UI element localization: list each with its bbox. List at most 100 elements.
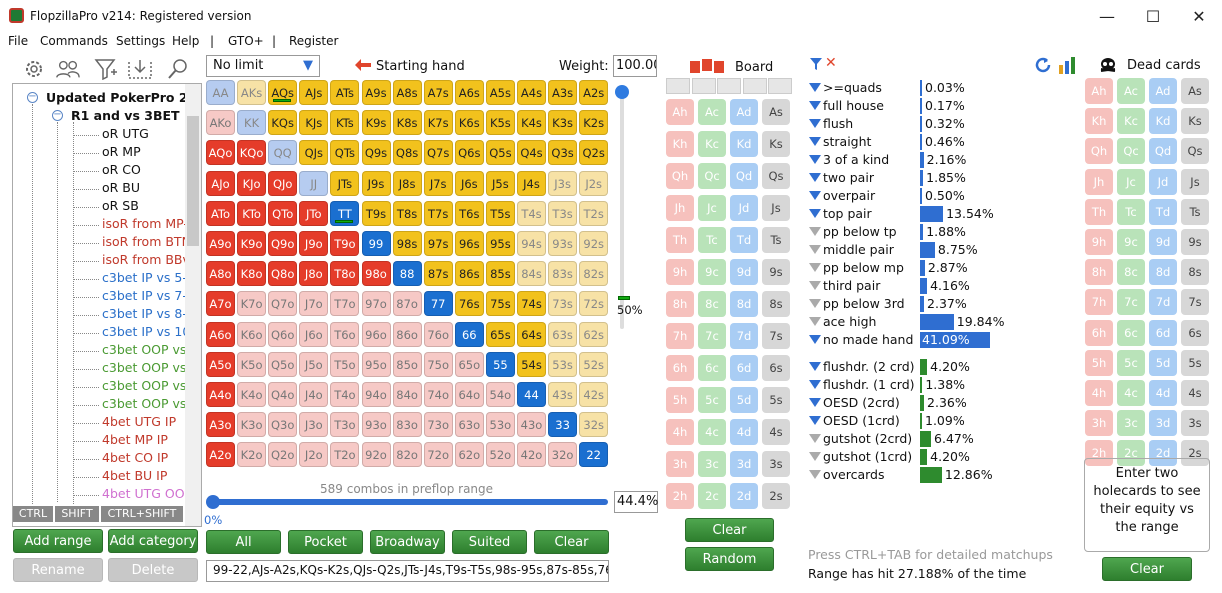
dead-card[interactable]: As: [1181, 78, 1209, 104]
filter-icon[interactable]: [809, 227, 821, 236]
hand-cell[interactable]: TT: [330, 200, 360, 226]
maximize-button[interactable]: ☐: [1145, 7, 1161, 26]
board-card[interactable]: Qd: [730, 163, 758, 189]
filter-icon[interactable]: [809, 173, 821, 182]
hand-cell[interactable]: 54o: [485, 382, 515, 407]
stat-row[interactable]: no made hand 41.09%: [807, 331, 1075, 349]
dead-card[interactable]: 2c: [1117, 440, 1145, 467]
hand-cell[interactable]: K2o: [237, 442, 267, 468]
hand-cell[interactable]: 87s: [423, 261, 453, 287]
hand-cell[interactable]: K8o: [237, 261, 267, 287]
hand-cell[interactable]: QJs: [299, 140, 329, 166]
hand-cell[interactable]: KQs: [268, 110, 298, 136]
weight-slider[interactable]: [615, 85, 629, 345]
board-card[interactable]: 6h: [666, 355, 694, 381]
board-card[interactable]: 7d: [730, 323, 758, 349]
stat-row[interactable]: flushdr. (1 crd) 1.38%: [807, 376, 1075, 394]
board-card[interactable]: Th: [666, 227, 694, 253]
hand-cell[interactable]: A9s: [361, 80, 391, 105]
dead-card[interactable]: 5h: [1085, 349, 1113, 376]
limit-select[interactable]: No limit ▼: [206, 55, 320, 77]
hand-cell[interactable]: T8s: [392, 200, 422, 226]
bar-chart-icon[interactable]: [1058, 56, 1076, 74]
hand-cell[interactable]: Q4o: [268, 382, 298, 407]
filter-icon[interactable]: [809, 470, 821, 479]
board-card[interactable]: 8s: [762, 291, 790, 317]
dead-card[interactable]: 5s: [1181, 349, 1209, 376]
dead-card[interactable]: 2s: [1181, 440, 1209, 467]
hand-cell[interactable]: J7s: [423, 170, 453, 196]
hand-cell[interactable]: A3o: [206, 412, 235, 438]
hand-cell[interactable]: Q8s: [392, 140, 422, 166]
board-slot[interactable]: [691, 78, 716, 94]
dead-card[interactable]: 4d: [1149, 380, 1177, 406]
hand-cell[interactable]: 62o: [454, 442, 484, 468]
hand-cell[interactable]: K2s: [579, 110, 609, 136]
hand-cell[interactable]: KTs: [330, 110, 360, 136]
hand-grid[interactable]: AA AKs AQs AJs ATs A9s A8s A7s A6s A5s A4s A3s A2s AK…: [206, 80, 611, 484]
range-percent-slider[interactable]: [206, 495, 610, 509]
refresh-icon[interactable]: [1034, 56, 1052, 74]
collapse-icon[interactable]: −: [27, 91, 38, 103]
stat-row[interactable]: >=quads 0.03%: [807, 79, 1075, 97]
dead-card[interactable]: 4h: [1085, 380, 1113, 406]
hand-cell[interactable]: K4o: [237, 382, 267, 407]
hand-cell[interactable]: 93s: [548, 231, 578, 256]
dead-card[interactable]: Jd: [1149, 168, 1177, 195]
dead-card[interactable]: 5c: [1117, 349, 1145, 376]
hand-cell[interactable]: AQs: [268, 80, 298, 105]
hand-cell[interactable]: Q3s: [548, 140, 578, 166]
hand-cell[interactable]: K6o: [237, 321, 267, 347]
stat-row[interactable]: 3 of a kind 2.16%: [807, 151, 1075, 169]
hand-cell[interactable]: 95s: [485, 231, 515, 256]
hand-cell[interactable]: K9s: [361, 110, 391, 136]
broadway-button[interactable]: Broadway: [370, 530, 445, 554]
board-card[interactable]: 6d: [730, 355, 758, 381]
hand-cell[interactable]: AJs: [299, 80, 329, 105]
hand-cell[interactable]: 43s: [548, 382, 578, 407]
hand-cell[interactable]: A2s: [579, 80, 609, 105]
hand-cell[interactable]: 76s: [454, 291, 484, 317]
board-card[interactable]: 5c: [698, 387, 726, 413]
stat-row[interactable]: pp below mp 2.87%: [807, 259, 1075, 277]
hand-cell[interactable]: KQo: [237, 140, 267, 166]
board-card[interactable]: 3c: [698, 451, 726, 477]
filter-icon[interactable]: [809, 380, 821, 389]
tree-range-item[interactable]: 4bet CO IP: [102, 450, 169, 465]
board-card[interactable]: 2c: [698, 483, 726, 509]
hand-cell[interactable]: J7o: [299, 291, 329, 317]
filter-icon[interactable]: [809, 299, 821, 308]
hand-cell[interactable]: 87o: [392, 291, 422, 317]
hand-cell[interactable]: 64o: [454, 382, 484, 407]
dead-card[interactable]: Tc: [1117, 198, 1145, 225]
hand-cell[interactable]: T7o: [330, 291, 360, 317]
hand-cell[interactable]: T9s: [361, 200, 391, 226]
stat-row[interactable]: OESD (2crd) 2.36%: [807, 394, 1075, 412]
hand-cell[interactable]: 98o: [361, 261, 391, 287]
tree-range-item[interactable]: c3bet IP vs 10-15%: [102, 324, 201, 339]
hand-cell[interactable]: 83o: [392, 412, 422, 438]
hand-cell[interactable]: 22: [579, 442, 609, 468]
hand-cell[interactable]: QTo: [268, 200, 298, 226]
range-tree[interactable]: − Updated PokerPro 2021 S − R1 and vs 3B…: [12, 83, 202, 527]
hand-cell[interactable]: J4o: [299, 382, 329, 407]
hand-cell[interactable]: 53s: [548, 351, 578, 377]
dead-card[interactable]: 6d: [1149, 319, 1177, 346]
hand-cell[interactable]: Q3o: [268, 412, 298, 438]
hand-cell[interactable]: A3s: [548, 80, 578, 105]
hand-cell[interactable]: 55: [485, 351, 515, 377]
hand-cell[interactable]: J9o: [299, 231, 329, 256]
range-text-input[interactable]: 99-22,AJs-A2s,KQs-K2s,QJs-Q2s,JTs-J4s,T9…: [206, 560, 609, 582]
dead-card[interactable]: 8d: [1149, 259, 1177, 286]
board-card[interactable]: 4h: [666, 419, 694, 445]
tree-range-item[interactable]: isoR from BTN-BB: [102, 234, 202, 249]
hand-cell[interactable]: 92s: [579, 231, 609, 256]
stat-row[interactable]: OESD (1crd) 1.09%: [807, 412, 1075, 430]
filter-icon[interactable]: [809, 101, 821, 110]
dead-card[interactable]: 6h: [1085, 319, 1113, 346]
dead-card[interactable]: 8h: [1085, 259, 1113, 286]
dead-card[interactable]: 4c: [1117, 380, 1145, 406]
board-card[interactable]: 6s: [762, 355, 790, 381]
hand-cell[interactable]: JJ: [299, 170, 329, 196]
hand-cell[interactable]: 73o: [423, 412, 453, 438]
